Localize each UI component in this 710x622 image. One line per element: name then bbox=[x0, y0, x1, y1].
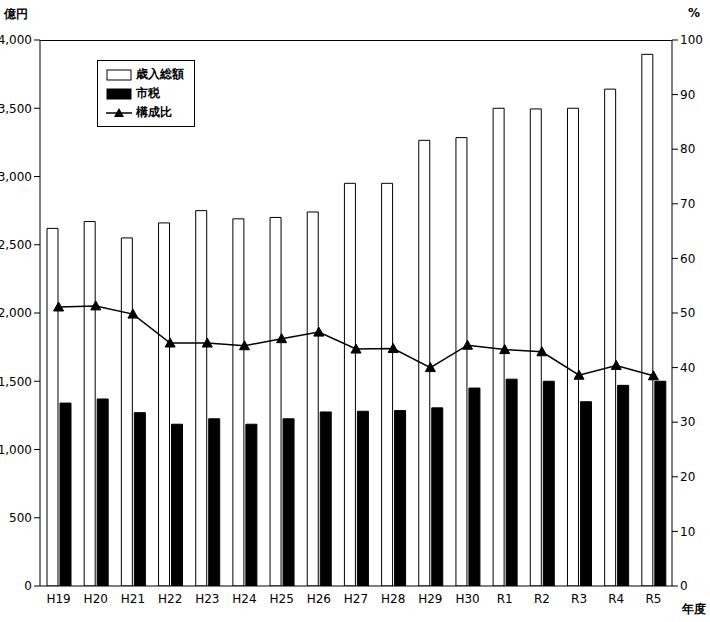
svg-text:90: 90 bbox=[680, 88, 695, 102]
html-text:構成比: 構成比 bbox=[136, 105, 172, 119]
svg-text:H24: H24 bbox=[232, 592, 256, 606]
svg-text:0: 0 bbox=[24, 579, 32, 593]
svg-text:H25: H25 bbox=[269, 592, 293, 606]
svg-text:3,000: 3,000 bbox=[8, 170, 32, 184]
svg-text:20: 20 bbox=[680, 470, 695, 484]
html-text:市税: 市税 bbox=[136, 86, 160, 100]
svg-text:H30: H30 bbox=[455, 592, 479, 606]
svg-text:H29: H29 bbox=[418, 592, 442, 606]
svg-text:500: 500 bbox=[9, 511, 32, 525]
svg-text:R1: R1 bbox=[497, 592, 513, 606]
svg-text:100: 100 bbox=[680, 33, 702, 47]
svg-text:1,500: 1,500 bbox=[8, 375, 32, 389]
svg-text:2,500: 2,500 bbox=[8, 238, 32, 252]
svg-text:2,000: 2,000 bbox=[8, 306, 32, 320]
svg-text:50: 50 bbox=[680, 306, 695, 320]
svg-text:R5: R5 bbox=[645, 592, 661, 606]
svg-text:R3: R3 bbox=[571, 592, 587, 606]
html-text:年度: 年度 bbox=[682, 602, 706, 616]
svg-text:1,000: 1,000 bbox=[8, 443, 32, 457]
svg-text:3,500: 3,500 bbox=[8, 102, 32, 116]
svg-text:4,000: 4,000 bbox=[8, 33, 32, 47]
svg-text:H21: H21 bbox=[121, 592, 145, 606]
html-text:歳入総額: 歳入総額 bbox=[136, 67, 184, 81]
svg-text:H28: H28 bbox=[381, 592, 405, 606]
svg-text:R4: R4 bbox=[608, 592, 624, 606]
svg-text:80: 80 bbox=[680, 142, 695, 156]
svg-text:70: 70 bbox=[680, 197, 695, 211]
svg-text:H20: H20 bbox=[84, 592, 108, 606]
svg-text:10: 10 bbox=[680, 525, 695, 539]
svg-text:H23: H23 bbox=[195, 592, 219, 606]
svg-text:0: 0 bbox=[680, 579, 688, 593]
svg-text:30: 30 bbox=[680, 415, 695, 429]
svg-text:H19: H19 bbox=[46, 592, 70, 606]
html-text:億円: 億円 bbox=[4, 7, 28, 21]
svg-text:R2: R2 bbox=[534, 592, 550, 606]
svg-text:60: 60 bbox=[680, 252, 695, 266]
svg-text:H26: H26 bbox=[307, 592, 331, 606]
svg-text:H22: H22 bbox=[158, 592, 182, 606]
svg-text:40: 40 bbox=[680, 361, 695, 375]
svg-text:H27: H27 bbox=[344, 592, 368, 606]
